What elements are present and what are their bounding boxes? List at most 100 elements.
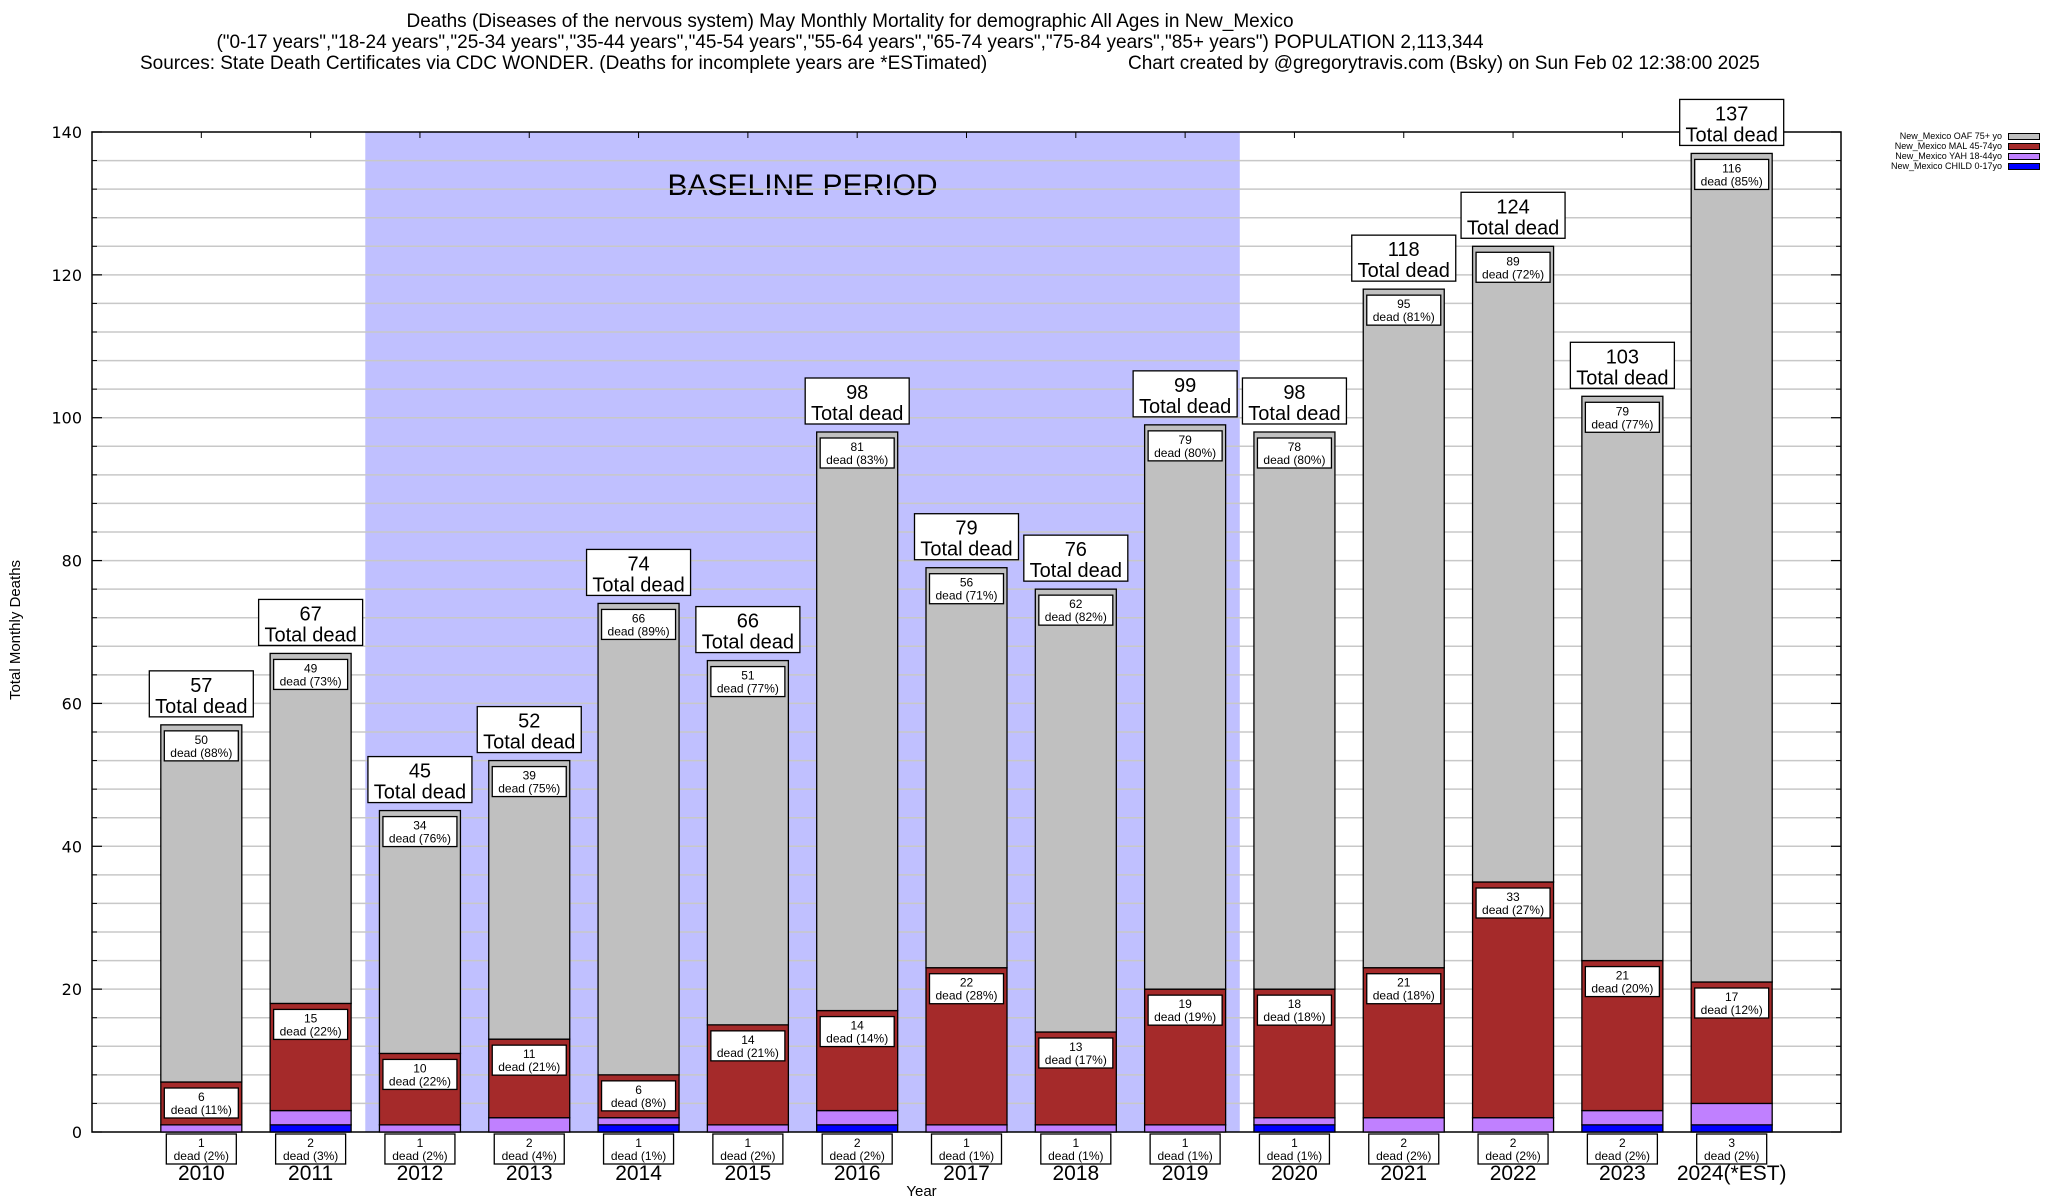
total-label-text: Total dead xyxy=(1030,560,1122,582)
yah-label-value: 1 xyxy=(635,1136,642,1150)
mal-label-box xyxy=(163,1087,239,1119)
mal-label-value: 22 xyxy=(960,976,974,990)
yah-label-box xyxy=(274,1133,347,1165)
total-label-box xyxy=(1460,191,1566,239)
mal-label-text: dead (8%) xyxy=(611,1096,666,1110)
mal-label-box xyxy=(382,1058,458,1091)
legend: New_Mexico OAF 75+ yo New_Mexico MAL 45-7… xyxy=(1860,131,2040,171)
bar-segment-yah xyxy=(1362,1117,1445,1133)
mal-label-value: 13 xyxy=(1069,1040,1083,1054)
bar-segment-yah xyxy=(925,1124,1008,1133)
bar-segment-oaf xyxy=(816,431,899,1012)
oaf-label-value: 39 xyxy=(523,769,537,783)
yah-label-value: 1 xyxy=(963,1136,970,1150)
y-tick-label: 0 xyxy=(72,1123,82,1142)
total-label-text: Total dead xyxy=(1248,403,1340,425)
yah-label-text: dead (3%) xyxy=(283,1149,338,1163)
total-label-value: 76 xyxy=(1065,539,1087,561)
total-label-value: 98 xyxy=(846,382,868,404)
legend-item: New_Mexico YAH 18-44yo xyxy=(1860,151,2040,161)
bar-segment-oaf xyxy=(1362,288,1445,969)
total-label-box xyxy=(804,377,910,425)
legend-label: New_Mexico YAH 18-44yo xyxy=(1895,151,2002,161)
x-tick-label: 2023 xyxy=(1599,1162,1646,1185)
mal-label-value: 21 xyxy=(1397,976,1411,990)
mal-label-text: dead (27%) xyxy=(1482,903,1544,917)
bar-segment-yah xyxy=(269,1109,352,1126)
mal-label-box xyxy=(1147,994,1223,1026)
bar-segment-child xyxy=(816,1124,899,1133)
x-axis-label: Year xyxy=(906,1183,936,1200)
total-label-box xyxy=(257,598,364,647)
oaf-label-value: 116 xyxy=(1722,161,1741,175)
oaf-label-box xyxy=(163,730,239,762)
total-label-box xyxy=(1569,341,1676,389)
bar-segment-yah xyxy=(1253,1117,1336,1126)
oaf-label-text: dead (75%) xyxy=(498,782,560,796)
baseline-period-label: BASELINE PERIOD xyxy=(667,169,937,202)
yah-label-text: dead (1%) xyxy=(1048,1149,1103,1163)
total-label-box xyxy=(1241,377,1348,425)
oaf-label-text: dead (82%) xyxy=(1045,610,1107,624)
x-tick-label: 2024(*EST) xyxy=(1677,1162,1787,1185)
yah-label-value: 2 xyxy=(1510,1136,1517,1150)
mal-label-text: dead (18%) xyxy=(1373,989,1435,1003)
yah-label-value: 1 xyxy=(1072,1136,1079,1150)
y-tick-label: 40 xyxy=(62,837,82,856)
x-tick-label: 2014 xyxy=(615,1162,662,1185)
oaf-label-value: 34 xyxy=(413,819,427,833)
bar-segment-yah xyxy=(706,1124,790,1133)
yah-label-box xyxy=(930,1133,1003,1165)
oaf-label-box xyxy=(1694,158,1770,191)
bar-segment-mal xyxy=(1471,881,1555,1119)
x-tick-label: 2022 xyxy=(1490,1162,1537,1185)
total-label-value: 103 xyxy=(1606,346,1639,368)
oaf-label-box xyxy=(1038,594,1114,626)
bar-segment-child xyxy=(597,1124,680,1133)
x-tick-label: 2017 xyxy=(943,1162,990,1185)
oaf-label-value: 66 xyxy=(632,611,646,625)
yah-label-box xyxy=(1586,1133,1659,1165)
total-label-text: Total dead xyxy=(702,632,794,654)
total-label-value: 74 xyxy=(627,553,649,575)
oaf-label-text: dead (77%) xyxy=(1591,417,1653,431)
oaf-label-text: dead (72%) xyxy=(1482,267,1544,281)
x-tick-label: 2013 xyxy=(506,1162,553,1185)
oaf-label-text: dead (73%) xyxy=(280,674,342,688)
mal-label-box xyxy=(819,1015,895,1048)
mal-label-text: dead (14%) xyxy=(826,1032,888,1046)
yah-label-value: 2 xyxy=(1619,1136,1626,1150)
mal-label-value: 17 xyxy=(1725,990,1739,1004)
total-label-box xyxy=(367,755,473,804)
x-tick-label: 2015 xyxy=(725,1162,772,1185)
oaf-label-box xyxy=(1256,437,1333,469)
mal-label-text: dead (28%) xyxy=(935,989,997,1003)
total-label-text: Total dead xyxy=(592,574,684,596)
oaf-label-value: 78 xyxy=(1288,440,1302,454)
total-label-value: 57 xyxy=(190,675,212,697)
mal-label-value: 11 xyxy=(523,1047,536,1061)
total-label-text: Total dead xyxy=(1686,124,1778,146)
total-label-value: 66 xyxy=(737,611,759,633)
bar-segment-child xyxy=(1581,1124,1664,1133)
yah-label-value: 1 xyxy=(198,1136,205,1150)
oaf-label-box xyxy=(600,608,677,641)
total-label-text: Total dead xyxy=(155,696,247,718)
yah-label-box xyxy=(712,1133,784,1165)
bar-segment-yah xyxy=(1581,1109,1664,1126)
yah-label-text: dead (2%) xyxy=(1485,1149,1540,1163)
oaf-label-text: dead (85%) xyxy=(1701,174,1763,188)
yah-label-text: dead (4%) xyxy=(502,1149,557,1163)
total-label-value: 79 xyxy=(955,518,977,540)
bar-segment-oaf xyxy=(925,567,1008,969)
mal-label-text: dead (21%) xyxy=(498,1060,560,1074)
oaf-label-value: 49 xyxy=(304,661,318,675)
yah-label-text: dead (2%) xyxy=(392,1149,447,1163)
legend-item: New_Mexico MAL 45-74yo xyxy=(1860,141,2040,151)
x-tick-label: 2021 xyxy=(1380,1162,1427,1185)
total-label-text: Total dead xyxy=(1467,217,1559,239)
bar-segment-yah xyxy=(597,1117,680,1126)
bar-segment-child xyxy=(269,1124,352,1133)
yah-label-text: dead (1%) xyxy=(1157,1149,1212,1163)
